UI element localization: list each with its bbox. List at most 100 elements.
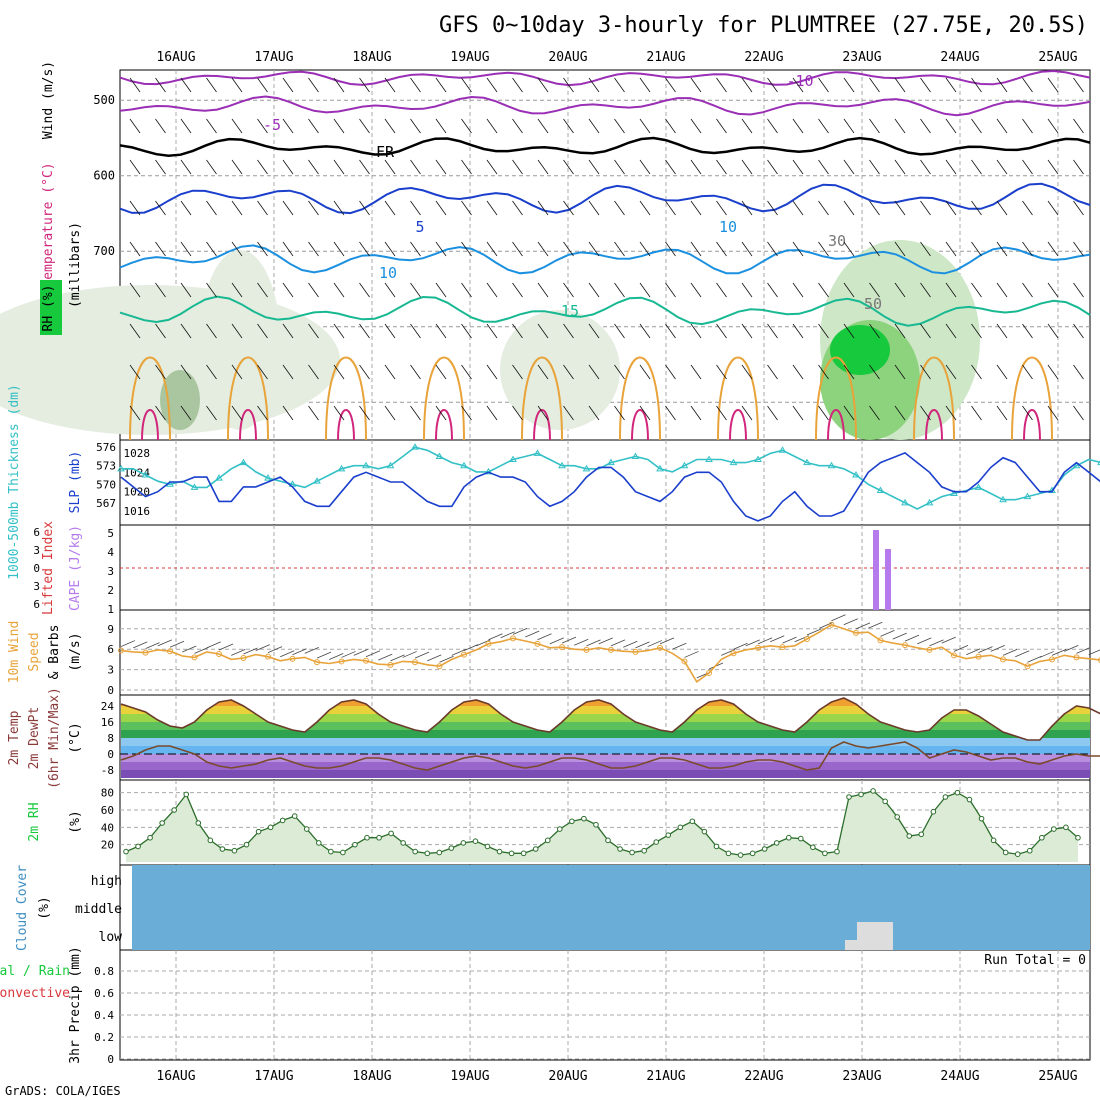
wind-barb bbox=[218, 643, 234, 651]
date-label-bottom: 16AUG bbox=[156, 1069, 195, 1084]
wind-barb bbox=[282, 118, 294, 134]
thickness-series-point bbox=[558, 461, 566, 469]
wind-barb bbox=[333, 282, 345, 298]
wind-barb bbox=[282, 364, 294, 380]
thickness-series-point bbox=[411, 443, 419, 450]
wind-barb bbox=[308, 241, 319, 257]
rh-point bbox=[1026, 847, 1033, 854]
wind-barb bbox=[537, 241, 549, 257]
wind-barb bbox=[806, 628, 822, 636]
thickness-series-point bbox=[362, 461, 370, 469]
wind-barb bbox=[180, 364, 192, 380]
date-label-bottom: 17AUG bbox=[254, 1069, 293, 1084]
wind-barb bbox=[869, 77, 880, 93]
thickness-series-point bbox=[999, 495, 1007, 503]
wind-barb bbox=[971, 118, 982, 134]
wind-barb bbox=[257, 200, 268, 216]
wind-barb bbox=[155, 241, 166, 257]
rh-shading bbox=[500, 310, 620, 430]
slp-tick-label: 1016 bbox=[124, 505, 151, 518]
precip-tick-label: 0.8 bbox=[94, 965, 114, 978]
rh-point bbox=[689, 818, 696, 825]
rh-point bbox=[544, 837, 551, 844]
surface-warm-contour bbox=[521, 356, 563, 441]
wind-tick-label: 0 bbox=[107, 684, 114, 697]
wind-barb bbox=[133, 641, 148, 649]
wind-barb bbox=[1047, 118, 1059, 134]
rh-point bbox=[557, 826, 563, 832]
wind-barb bbox=[155, 405, 166, 421]
wind-barb bbox=[945, 159, 957, 175]
thickness-series-point bbox=[656, 464, 664, 472]
date-label-bottom: 25AUG bbox=[1038, 1069, 1077, 1084]
wind-barb bbox=[614, 282, 625, 298]
rh-point bbox=[605, 837, 611, 844]
wind-barb bbox=[610, 639, 626, 647]
wind-barb bbox=[461, 118, 472, 134]
wind-barb bbox=[461, 200, 472, 216]
wind-barb bbox=[155, 118, 166, 134]
wind-barb bbox=[206, 364, 217, 380]
temp-units-label: (°C) bbox=[68, 722, 83, 753]
contour-label: 5 bbox=[415, 218, 424, 236]
wind-barb bbox=[920, 118, 931, 134]
rh-point bbox=[569, 818, 575, 825]
wind-barb bbox=[129, 364, 141, 380]
wind-barb bbox=[741, 241, 753, 257]
rh-point bbox=[1014, 851, 1021, 858]
wind-barb bbox=[145, 642, 160, 649]
wind-barb bbox=[282, 77, 294, 93]
wind-barb bbox=[155, 159, 166, 175]
wind-barb bbox=[410, 364, 421, 380]
surface-warm-contour bbox=[1011, 356, 1053, 441]
rh-point bbox=[761, 846, 768, 852]
wind-barb bbox=[129, 77, 141, 93]
wind-barb bbox=[945, 405, 957, 421]
wind-barb bbox=[614, 323, 625, 339]
wind-barb bbox=[818, 282, 829, 298]
temperature-contour bbox=[119, 95, 1091, 117]
cloud-level-label: low bbox=[99, 930, 123, 945]
wind-barb bbox=[486, 364, 498, 380]
wind-barb bbox=[843, 405, 855, 421]
wind10-series-point bbox=[461, 651, 467, 658]
wind-barb bbox=[920, 77, 931, 93]
temp-band bbox=[121, 770, 1090, 778]
wind-barb bbox=[588, 282, 600, 298]
wind-barb bbox=[155, 200, 166, 216]
wind-barb bbox=[512, 200, 523, 216]
rh-point bbox=[882, 798, 888, 805]
rh-point bbox=[340, 849, 346, 856]
wind-barb bbox=[486, 282, 498, 298]
date-label-bottom: 21AUG bbox=[646, 1069, 685, 1084]
wind-barb bbox=[1022, 241, 1033, 257]
wind-barb bbox=[1047, 282, 1059, 298]
rh-point bbox=[352, 841, 358, 848]
temp-tick-label: -8 bbox=[101, 764, 114, 777]
contour-label: 30 bbox=[828, 232, 846, 250]
wind-barb bbox=[690, 159, 702, 175]
wind10-series-point bbox=[926, 646, 933, 653]
precip-tick-label: 0.6 bbox=[94, 987, 114, 1000]
rh-point bbox=[870, 788, 876, 794]
wind-barb bbox=[614, 200, 625, 216]
rh-point bbox=[159, 820, 165, 826]
surface-hot-contour bbox=[141, 409, 159, 441]
wind-barb bbox=[767, 323, 778, 339]
rh-point bbox=[773, 840, 780, 846]
contour-label: FR bbox=[376, 143, 395, 161]
upper-wind-label: Wind (m/s) bbox=[41, 61, 56, 139]
wind10-series-point bbox=[657, 644, 663, 651]
wind-barb bbox=[894, 118, 906, 134]
rh-point bbox=[207, 837, 214, 844]
wind-barb bbox=[716, 118, 727, 134]
rh-point bbox=[581, 815, 587, 822]
surface-hot-contour bbox=[533, 409, 551, 441]
date-label-top: 17AUG bbox=[254, 50, 293, 65]
wind-barb bbox=[665, 77, 676, 93]
wind-barb bbox=[231, 649, 246, 656]
wind10-speed-label: Speed bbox=[27, 632, 42, 671]
wind-barb bbox=[741, 200, 753, 216]
wind-barb bbox=[953, 644, 969, 652]
precip-tick-label: 0 bbox=[107, 1053, 114, 1066]
